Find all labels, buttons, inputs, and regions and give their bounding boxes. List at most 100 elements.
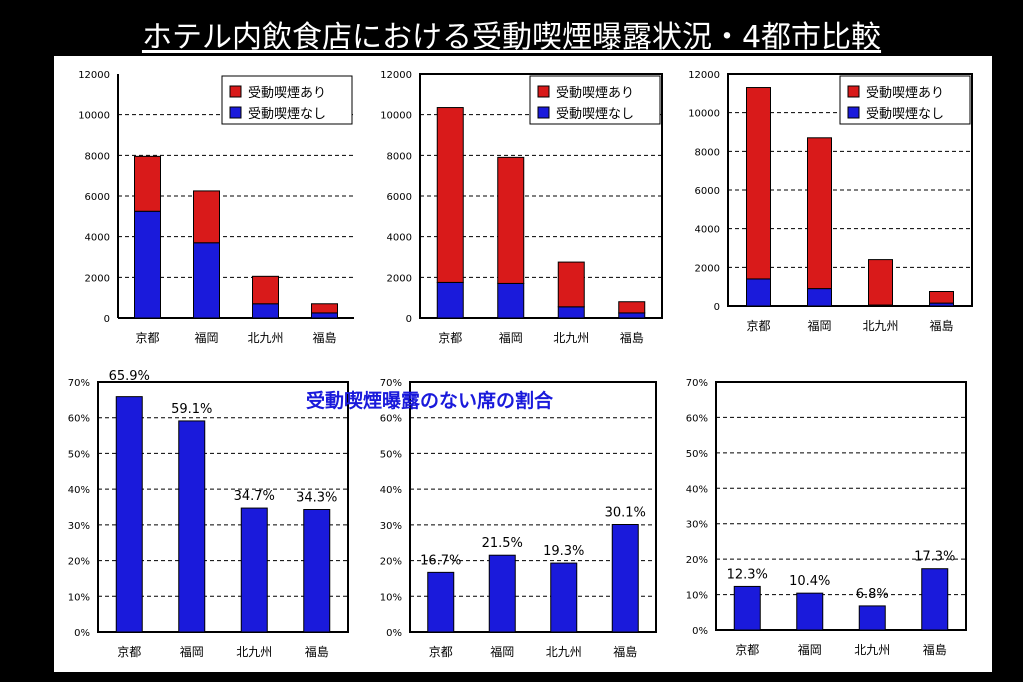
x-tick-label: 北九州 (546, 645, 582, 659)
legend-label: 受動喫煙あり (556, 86, 634, 101)
bar-segment (134, 210, 161, 319)
data-label: 30.1% (605, 506, 646, 521)
y-tick-label: 6000 (85, 192, 110, 203)
bar-segment (929, 291, 954, 304)
y-tick-label: 70% (686, 378, 708, 389)
y-tick-label: 50% (686, 449, 708, 460)
bar-segment (746, 87, 771, 280)
bar-segment (807, 137, 832, 290)
chart-panel-5: 0% 10% 20% 30% 40% 50% 60% 70% 16.7% 21.5% 19.3% 30… (364, 366, 676, 672)
legend-box (839, 75, 971, 125)
page-title: ホテル内飲食店における受動喫煙曝露状況・4都市比較 (141, 20, 882, 55)
y-tick-label: 8000 (387, 151, 412, 162)
x-tick-label: 京都 (135, 331, 159, 345)
y-tick-label: 60% (380, 414, 402, 425)
y-tick-label: 50% (68, 449, 90, 460)
chart-panel-3: 0 2000 4000 6000 8000 10000 12000 京都 福岡 北九州 福島 受動喫煙… (682, 58, 990, 358)
plot-frame (419, 73, 663, 319)
chart-panel-6: 0% 10% 20% 30% 40% 50% 60% 70% 12.3% 10.4% 6.8% 17.… (676, 366, 990, 672)
y-tick-label: 6000 (387, 192, 412, 203)
x-tick-label: 福岡 (499, 330, 523, 345)
y-tick-label: 4000 (387, 233, 412, 244)
y-tick-label: 40% (380, 485, 402, 496)
y-tick-label: 50% (380, 449, 402, 460)
bar (921, 568, 949, 631)
y-tick-label: 60% (686, 413, 708, 424)
y-tick-label: 70% (380, 378, 402, 389)
legend-box (529, 75, 661, 125)
bar (427, 571, 455, 633)
data-label: 16.7% (420, 553, 461, 568)
x-tick-label: 福島 (613, 644, 637, 659)
legend-label: 受動喫煙なし (248, 107, 326, 122)
legend-swatch (847, 85, 860, 98)
y-tick-label: 0% (692, 626, 708, 637)
data-label: 59.1% (171, 402, 212, 417)
bar-segment (618, 312, 646, 319)
x-tick-label: 京都 (117, 645, 141, 659)
y-tick-label: 70% (68, 378, 90, 389)
bar-segment (311, 303, 338, 314)
bar (303, 509, 331, 633)
bar (488, 554, 516, 633)
y-tick-label: 10% (380, 592, 402, 603)
y-tick-label: 10% (68, 592, 90, 603)
legend-swatch (537, 106, 550, 119)
y-tick-label: 10000 (688, 109, 720, 120)
plot-frame (409, 381, 657, 633)
legend-swatch (229, 85, 242, 98)
bar (115, 396, 143, 633)
bar-segment (746, 278, 771, 307)
y-tick-label: 4000 (85, 233, 110, 244)
legend-label: 受動喫煙あり (248, 86, 326, 101)
x-tick-label: 福岡 (194, 330, 218, 345)
bar (733, 585, 761, 631)
data-label: 19.3% (543, 544, 584, 559)
y-tick-label: 12000 (688, 70, 720, 81)
x-tick-label: 北九州 (862, 319, 898, 333)
percent-bar-chart-1: 0% 10% 20% 30% 40% 50% 60% 70% 65.9% 59.1% 34.7% 34… (68, 369, 349, 659)
bar-segment (807, 288, 832, 307)
y-tick-label: 30% (380, 521, 402, 532)
y-tick-label: 40% (686, 484, 708, 495)
percent-bar-chart-2: 0% 10% 20% 30% 40% 50% 60% 70% 16.7% 21.5% 19.3% 30… (380, 378, 657, 659)
data-label: 65.9% (109, 369, 150, 384)
y-tick-label: 10000 (380, 111, 412, 122)
percent-bar-chart-3: 0% 10% 20% 30% 40% 50% 60% 70% 12.3% 10.4% 6.8% 17.… (686, 378, 967, 657)
x-tick-label: 福岡 (798, 642, 822, 657)
x-tick-label: 京都 (429, 645, 453, 659)
stacked-bar-chart-3: 0 2000 4000 6000 8000 10000 12000 京都 福岡 北九州 福島 受動喫煙… (688, 70, 973, 333)
y-tick-label: 20% (686, 555, 708, 566)
legend-swatch (537, 85, 550, 98)
bar-segment (436, 281, 464, 319)
bar-segment (618, 301, 646, 314)
x-tick-label: 福島 (305, 644, 329, 659)
legend-label: 受動喫煙なし (556, 107, 634, 122)
bar (240, 507, 268, 633)
bar-segment (134, 155, 161, 212)
x-tick-label: 福岡 (490, 644, 514, 659)
bar-segment (436, 107, 464, 283)
y-tick-label: 8000 (85, 151, 110, 162)
data-label: 17.3% (914, 550, 955, 565)
y-tick-label: 2000 (85, 273, 110, 284)
data-label: 6.8% (856, 587, 889, 602)
chart-panel-1: 0 2000 4000 6000 8000 10000 12000 京都 福岡 北九州 福島 受動喫煙… (54, 58, 368, 358)
x-tick-label: 北九州 (854, 643, 890, 657)
legend-swatch (847, 106, 860, 119)
bar (611, 524, 639, 633)
bar-segment (557, 306, 585, 319)
y-tick-label: 12000 (380, 70, 412, 81)
x-tick-label: 福島 (929, 318, 953, 333)
legend-label: 受動喫煙なし (866, 107, 944, 122)
x-tick-label: 京都 (746, 319, 770, 333)
x-tick-label: 福岡 (807, 318, 831, 333)
y-tick-label: 0 (714, 302, 720, 313)
overlay-caption: 受動喫煙曝露のない席の割合 (306, 390, 554, 412)
plot-frame (727, 73, 973, 307)
legend-swatch (229, 106, 242, 119)
x-tick-label: 福島 (620, 330, 644, 345)
bar-segment (311, 312, 338, 319)
bar-segment (193, 190, 220, 244)
bar (550, 562, 578, 633)
